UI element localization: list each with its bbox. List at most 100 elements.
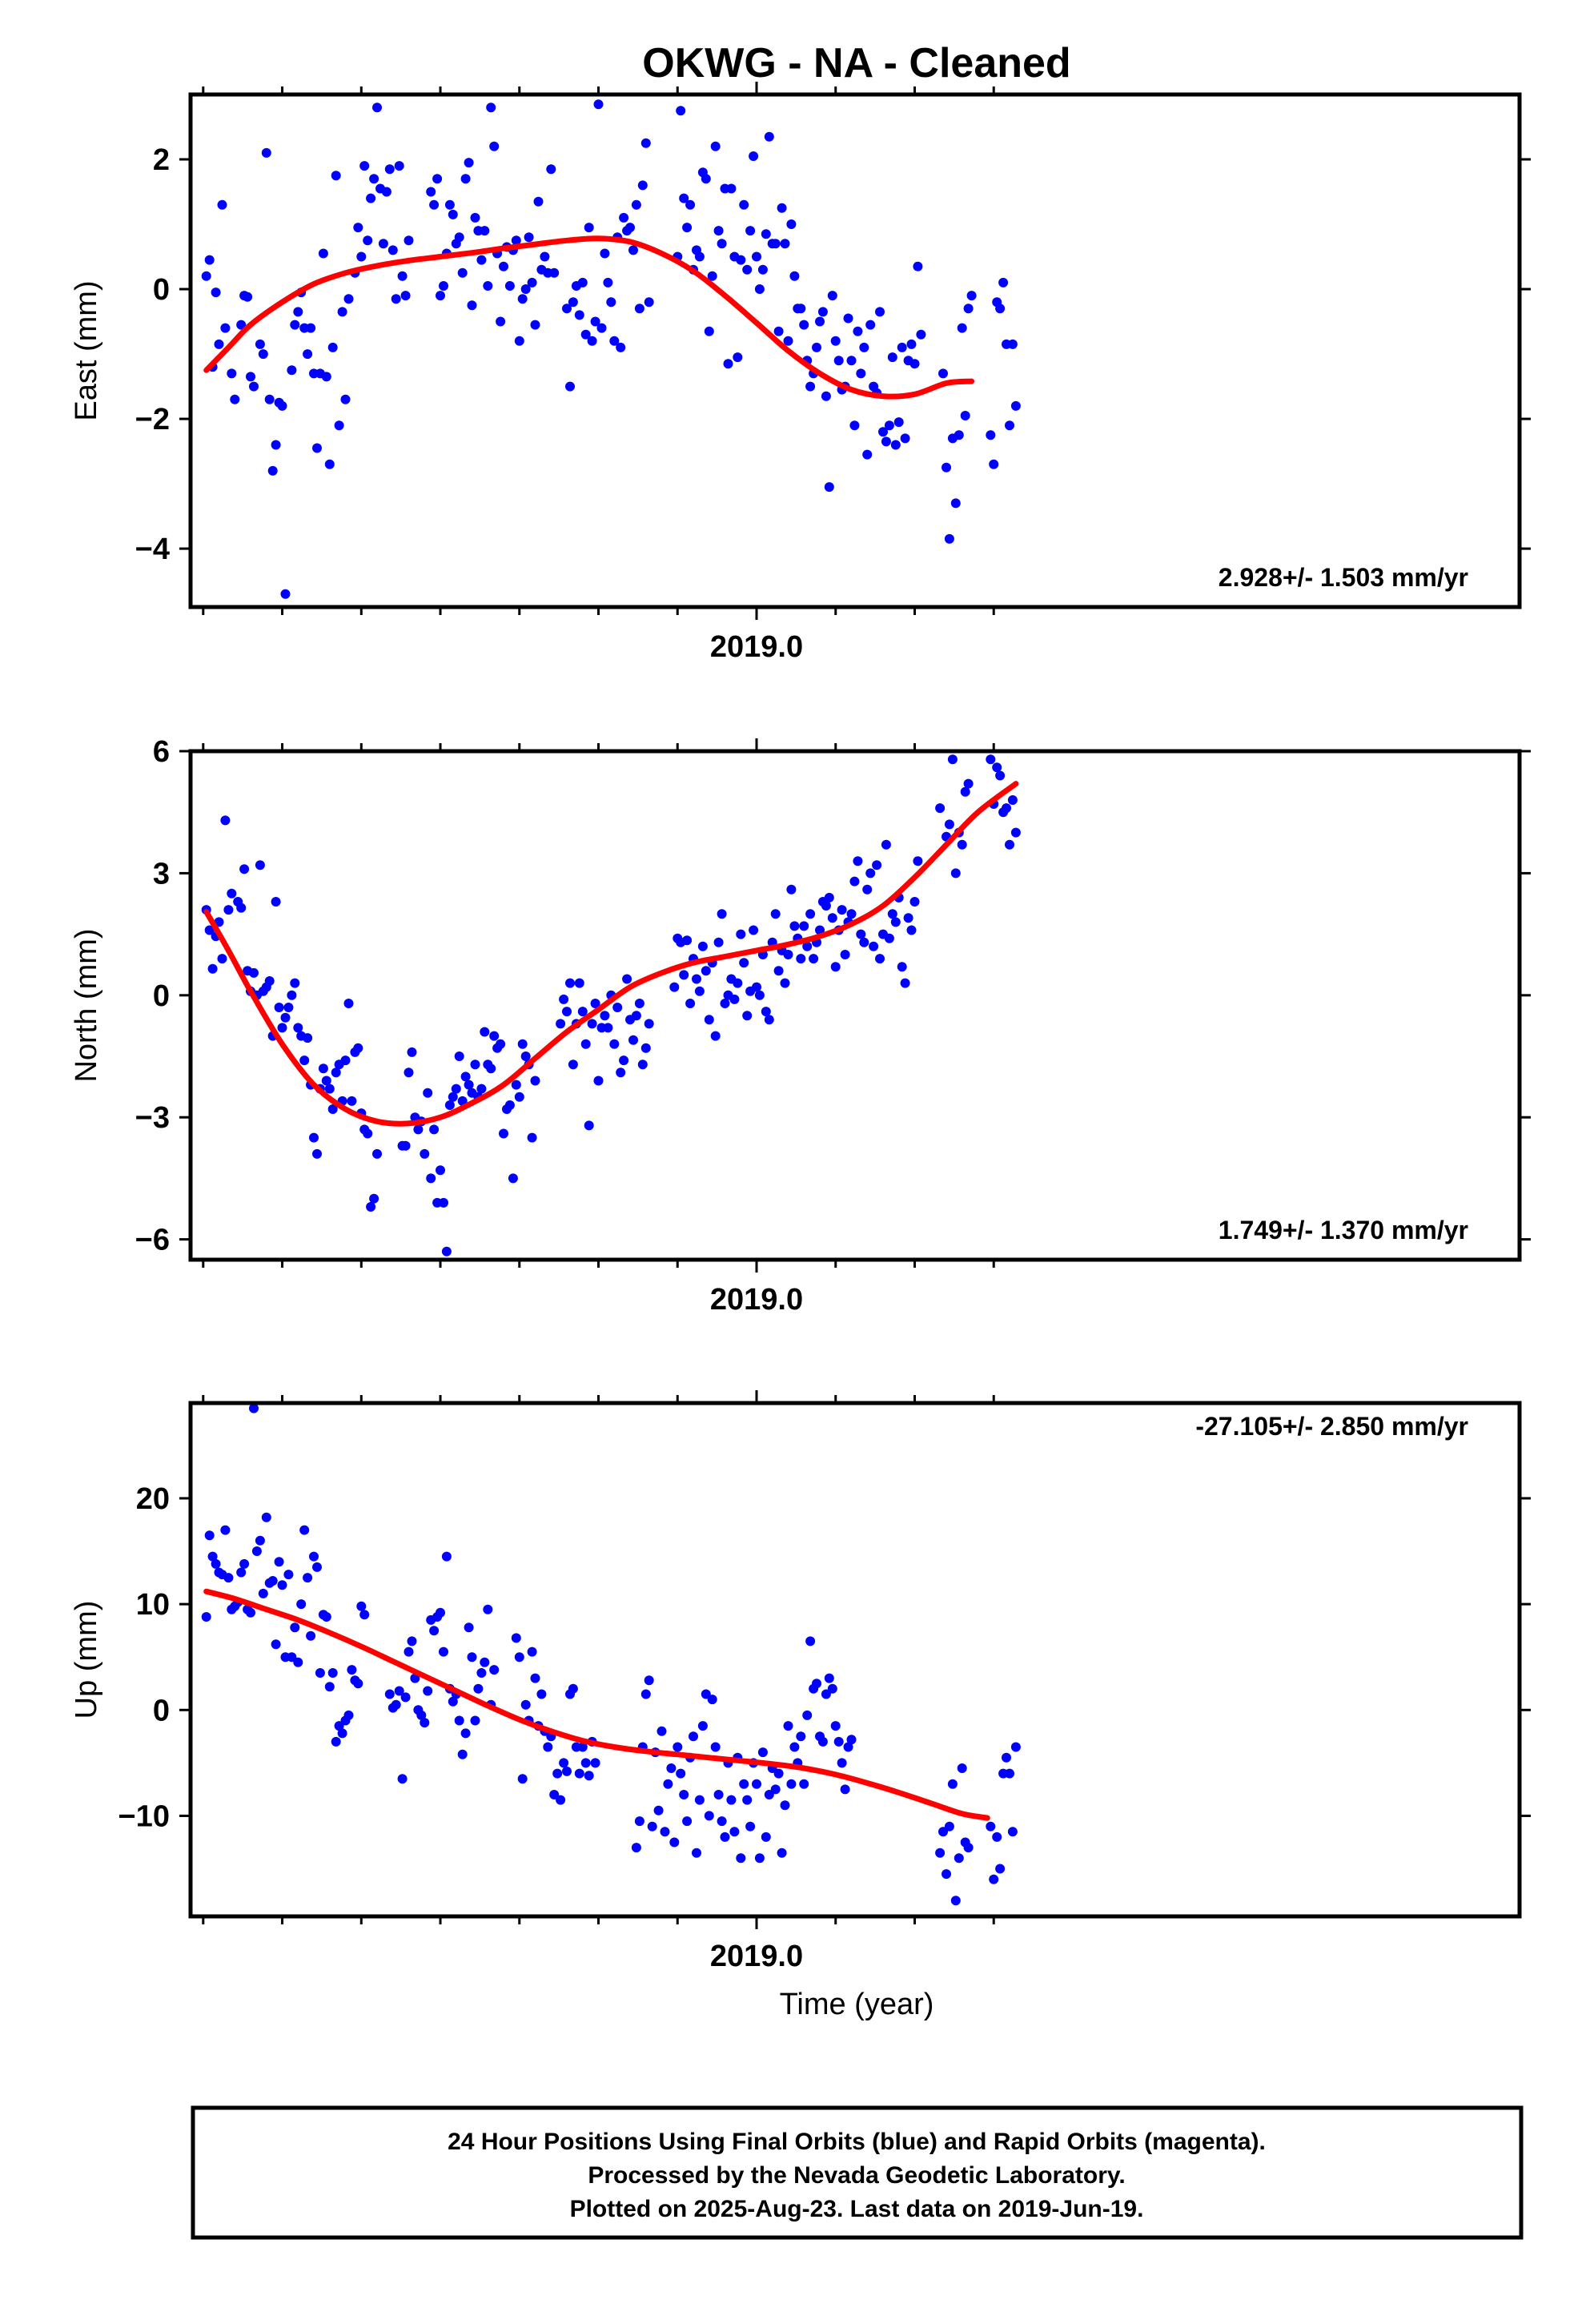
data-point [764,1015,774,1025]
data-point [713,1790,724,1799]
data-point [508,1173,518,1184]
y-tick-label: 20 [136,1482,170,1516]
data-point [757,264,768,275]
data-point [384,1689,395,1699]
data-point [843,1742,853,1752]
data-point [483,1604,493,1614]
data-point [909,897,920,907]
data-point [280,1012,291,1023]
data-point [201,271,211,281]
data-point [881,436,891,447]
data-point [853,856,863,866]
data-point [881,839,891,850]
data-point [966,291,977,301]
data-point [470,1059,480,1070]
data-point [862,449,873,460]
data-point [499,1128,508,1139]
data-point [584,223,594,233]
data-point [407,1047,417,1057]
data-point [878,427,888,437]
data-point [464,1080,474,1090]
data-point [293,1657,303,1667]
data-point [426,1173,436,1184]
data-point [312,1562,322,1572]
data-point [536,1689,547,1699]
data-point [397,1774,408,1784]
data-point [423,1088,433,1098]
data-point [400,1140,411,1151]
data-point [590,1758,600,1768]
data-point [324,1084,335,1094]
data-point [347,1665,357,1675]
data-point [634,1816,644,1827]
data-point [846,909,857,919]
data-point [799,1779,809,1789]
data-point [809,954,819,964]
data-point [640,1689,651,1699]
data-point [729,1827,740,1837]
data-point [729,994,740,1004]
data-point [704,1015,714,1025]
data-point [789,271,800,281]
data-point [264,394,275,404]
data-point [1007,339,1018,349]
data-point [290,978,300,988]
data-point [356,251,367,262]
data-point [261,147,271,158]
data-point [318,1063,328,1074]
data-point [749,925,759,935]
data-point [837,1758,847,1768]
data-point [1005,420,1014,431]
data-point [384,164,395,175]
data-point [334,420,344,431]
data-point [960,786,970,797]
data-point [739,199,749,210]
data-point [499,261,508,271]
data-point [631,1011,641,1021]
data-point [796,954,806,964]
data-point [441,1551,452,1562]
data-point [517,1774,528,1784]
data-point [701,1689,711,1699]
data-point [473,1683,484,1694]
data-point [448,209,458,219]
data-point [299,1055,310,1066]
data-point [1005,1768,1014,1779]
data-point [255,1535,265,1546]
data-point [761,1831,771,1842]
data-point [830,962,841,972]
data-point [290,320,300,330]
data-point [612,1003,623,1012]
data-point [439,1197,448,1208]
data-point [694,1795,705,1805]
data-point [720,1831,730,1842]
panel-north-frame [188,749,1522,1262]
data-point [436,1165,445,1176]
data-point [749,151,759,161]
data-point [204,1530,215,1541]
data-point [441,1246,452,1256]
data-point [637,1059,648,1070]
data-point [600,248,610,259]
data-point [568,1683,578,1694]
data-point [204,925,215,935]
data-point [796,1731,806,1742]
data-point [580,1758,591,1768]
data-point [220,1525,231,1535]
data-point [429,1626,440,1636]
data-point [217,954,227,964]
data-point [950,498,961,509]
data-point [489,1031,500,1041]
panel-east-points [201,99,1021,599]
data-point [220,815,231,826]
data-point [309,1551,319,1562]
data-point [287,1652,297,1663]
data-point [717,239,727,249]
data-point [227,368,237,379]
data-point [504,1100,515,1110]
data-point [577,277,588,287]
data-point [524,232,534,243]
data-point [849,420,860,431]
data-point [745,226,756,236]
